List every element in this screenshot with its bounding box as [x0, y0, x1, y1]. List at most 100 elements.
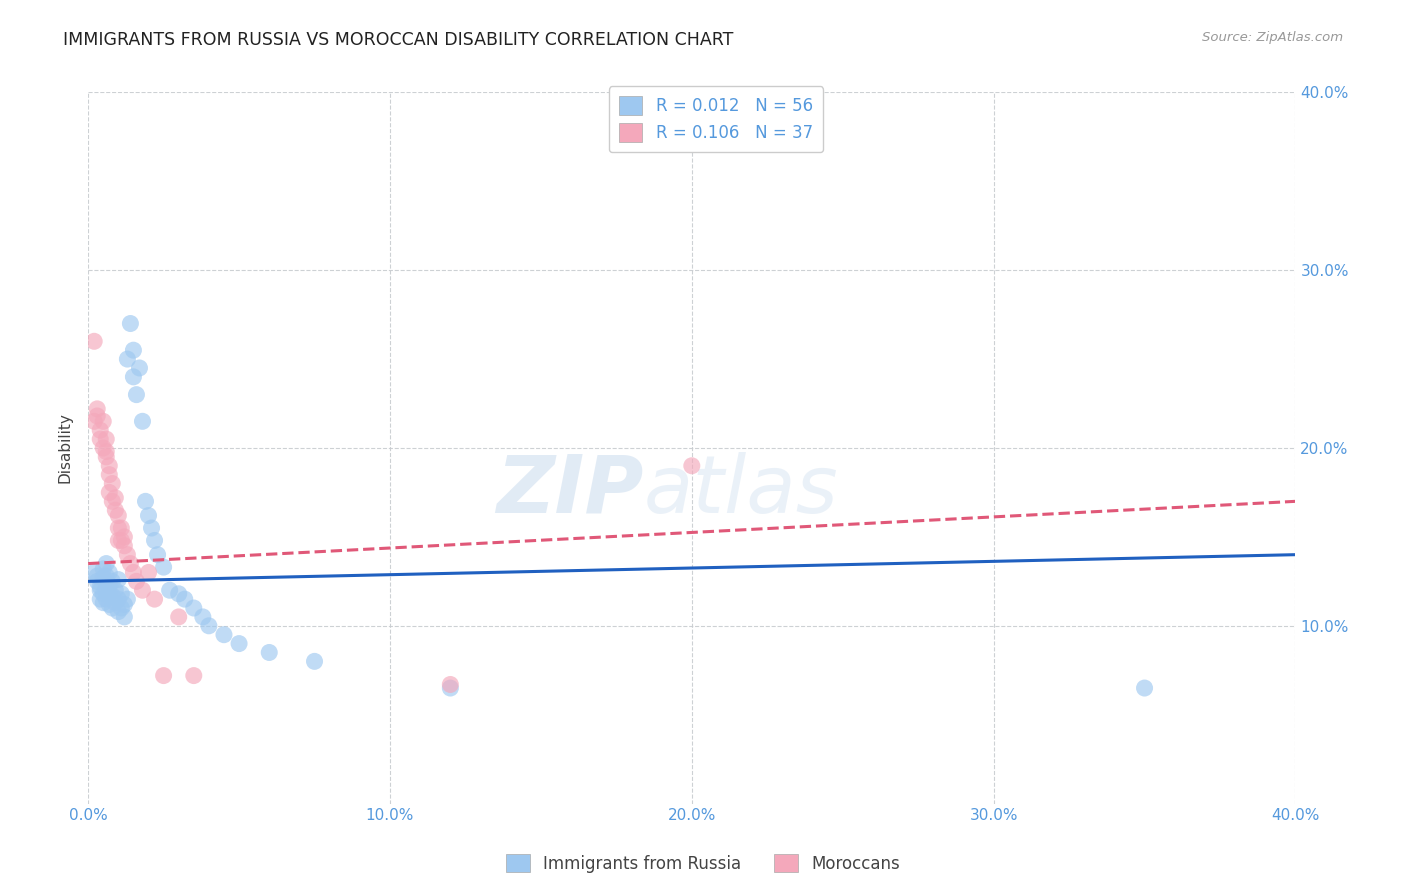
Point	[110, 601, 132, 615]
Point	[107, 508, 129, 523]
Point	[98, 566, 121, 580]
Point	[304, 654, 326, 668]
Point	[198, 619, 221, 633]
Point	[183, 668, 205, 682]
Point	[98, 587, 121, 601]
Point	[146, 548, 169, 562]
Text: ZIP: ZIP	[496, 451, 644, 530]
Text: IMMIGRANTS FROM RUSSIA VS MOROCCAN DISABILITY CORRELATION CHART: IMMIGRANTS FROM RUSSIA VS MOROCCAN DISAB…	[63, 31, 734, 49]
Point	[112, 539, 135, 553]
Point	[89, 583, 111, 598]
Point	[439, 681, 461, 695]
Point	[98, 467, 121, 482]
Point	[107, 521, 129, 535]
Point	[83, 566, 105, 580]
Point	[86, 569, 108, 583]
Point	[159, 583, 181, 598]
Point	[110, 521, 132, 535]
Point	[104, 583, 127, 598]
Point	[125, 387, 148, 401]
Point	[143, 592, 166, 607]
Point	[125, 574, 148, 589]
Point	[110, 533, 132, 548]
Point	[167, 610, 190, 624]
Point	[98, 578, 121, 592]
Point	[104, 503, 127, 517]
Point	[138, 566, 160, 580]
Point	[89, 432, 111, 446]
Point	[96, 582, 118, 596]
Point	[112, 598, 135, 612]
Point	[101, 601, 124, 615]
Point	[86, 409, 108, 423]
Point	[91, 441, 114, 455]
Point	[141, 521, 163, 535]
Point	[101, 589, 124, 603]
Point	[107, 605, 129, 619]
Point	[104, 596, 127, 610]
Point	[91, 596, 114, 610]
Point	[120, 317, 142, 331]
Point	[183, 601, 205, 615]
Point	[91, 414, 114, 428]
Point	[112, 610, 135, 624]
Point	[89, 580, 111, 594]
Point	[91, 587, 114, 601]
Point	[152, 560, 174, 574]
Point	[96, 557, 118, 571]
Point	[89, 592, 111, 607]
Point	[122, 343, 145, 358]
Point	[96, 444, 118, 458]
Point	[167, 587, 190, 601]
Point	[101, 476, 124, 491]
Point	[143, 533, 166, 548]
Point	[101, 494, 124, 508]
Point	[96, 592, 118, 607]
Point	[110, 587, 132, 601]
Point	[89, 423, 111, 437]
Point	[98, 458, 121, 473]
Point	[112, 530, 135, 544]
Point	[107, 573, 129, 587]
Point	[120, 557, 142, 571]
Legend: Immigrants from Russia, Moroccans: Immigrants from Russia, Moroccans	[499, 847, 907, 880]
Point	[104, 491, 127, 505]
Point	[191, 610, 214, 624]
Point	[96, 569, 118, 583]
Point	[228, 637, 250, 651]
Point	[1133, 681, 1156, 695]
Point	[257, 645, 280, 659]
Point	[98, 485, 121, 500]
Point	[96, 450, 118, 464]
Point	[122, 566, 145, 580]
Point	[98, 598, 121, 612]
Point	[107, 592, 129, 607]
Point	[96, 432, 118, 446]
Point	[152, 668, 174, 682]
Point	[138, 508, 160, 523]
Point	[83, 334, 105, 349]
Legend: R = 0.012   N = 56, R = 0.106   N = 37: R = 0.012 N = 56, R = 0.106 N = 37	[609, 87, 823, 153]
Point	[117, 352, 139, 367]
Point	[681, 458, 703, 473]
Point	[91, 562, 114, 576]
Point	[117, 548, 139, 562]
Point	[86, 574, 108, 589]
Point	[101, 574, 124, 589]
Point	[134, 494, 156, 508]
Point	[122, 369, 145, 384]
Point	[131, 583, 153, 598]
Point	[439, 677, 461, 691]
Point	[117, 592, 139, 607]
Point	[83, 414, 105, 428]
Y-axis label: Disability: Disability	[58, 413, 72, 483]
Point	[131, 414, 153, 428]
Point	[86, 401, 108, 416]
Point	[212, 628, 235, 642]
Point	[91, 571, 114, 585]
Point	[107, 533, 129, 548]
Text: Source: ZipAtlas.com: Source: ZipAtlas.com	[1202, 31, 1343, 45]
Text: atlas: atlas	[644, 451, 838, 530]
Point	[128, 361, 150, 376]
Point	[173, 592, 195, 607]
